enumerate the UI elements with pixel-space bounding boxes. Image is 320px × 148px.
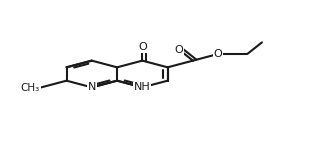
Text: O: O: [175, 45, 183, 55]
Text: NH: NH: [134, 82, 151, 92]
Text: O: O: [214, 49, 222, 59]
Text: N: N: [88, 82, 96, 92]
Text: O: O: [138, 42, 147, 52]
Text: CH₃: CH₃: [21, 83, 40, 93]
